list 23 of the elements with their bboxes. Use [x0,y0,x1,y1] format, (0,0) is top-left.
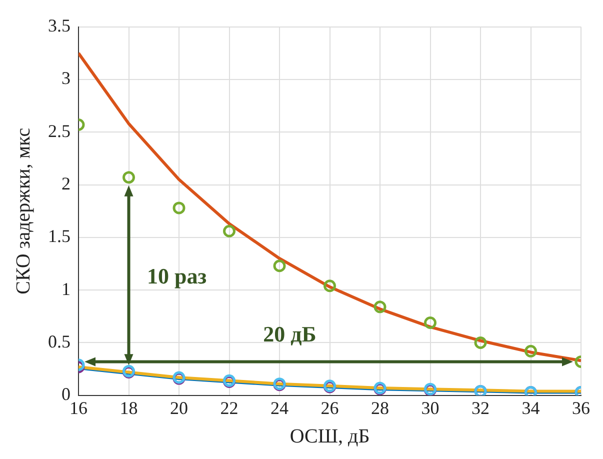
x-tick-label: 22 [220,398,238,418]
x-axis-title: ОСШ, дБ [290,425,370,448]
y-tick-label: 1 [62,278,70,299]
y-tick-label: 0.5 [48,331,70,352]
x-tick-label: 24 [270,398,288,418]
y-tick-label: 0 [62,384,70,404]
y-tick-label: 1.5 [48,226,70,246]
y-tick-label: 3.5 [48,16,70,36]
x-tick-label: 20 [170,398,188,418]
y-tick-label: 2.5 [48,120,70,141]
x-tick-label: 16 [70,398,88,418]
x-tick-label: 18 [120,398,138,418]
x-tick-label: 36 [572,398,590,418]
x-tick-label: 26 [320,398,339,418]
y-tick-label: 3 [62,68,70,88]
annotation: 20 дБ [263,322,316,347]
x-tick-label: 32 [472,398,490,418]
x-tick-label: 30 [421,398,440,418]
x-tick-label: 34 [522,398,540,418]
annotation: 10 раз [146,263,207,288]
y-tick-label: 2 [62,174,70,194]
x-tick-label: 28 [371,398,389,418]
y-axis-title: СКО задержки, мкс [12,128,34,294]
